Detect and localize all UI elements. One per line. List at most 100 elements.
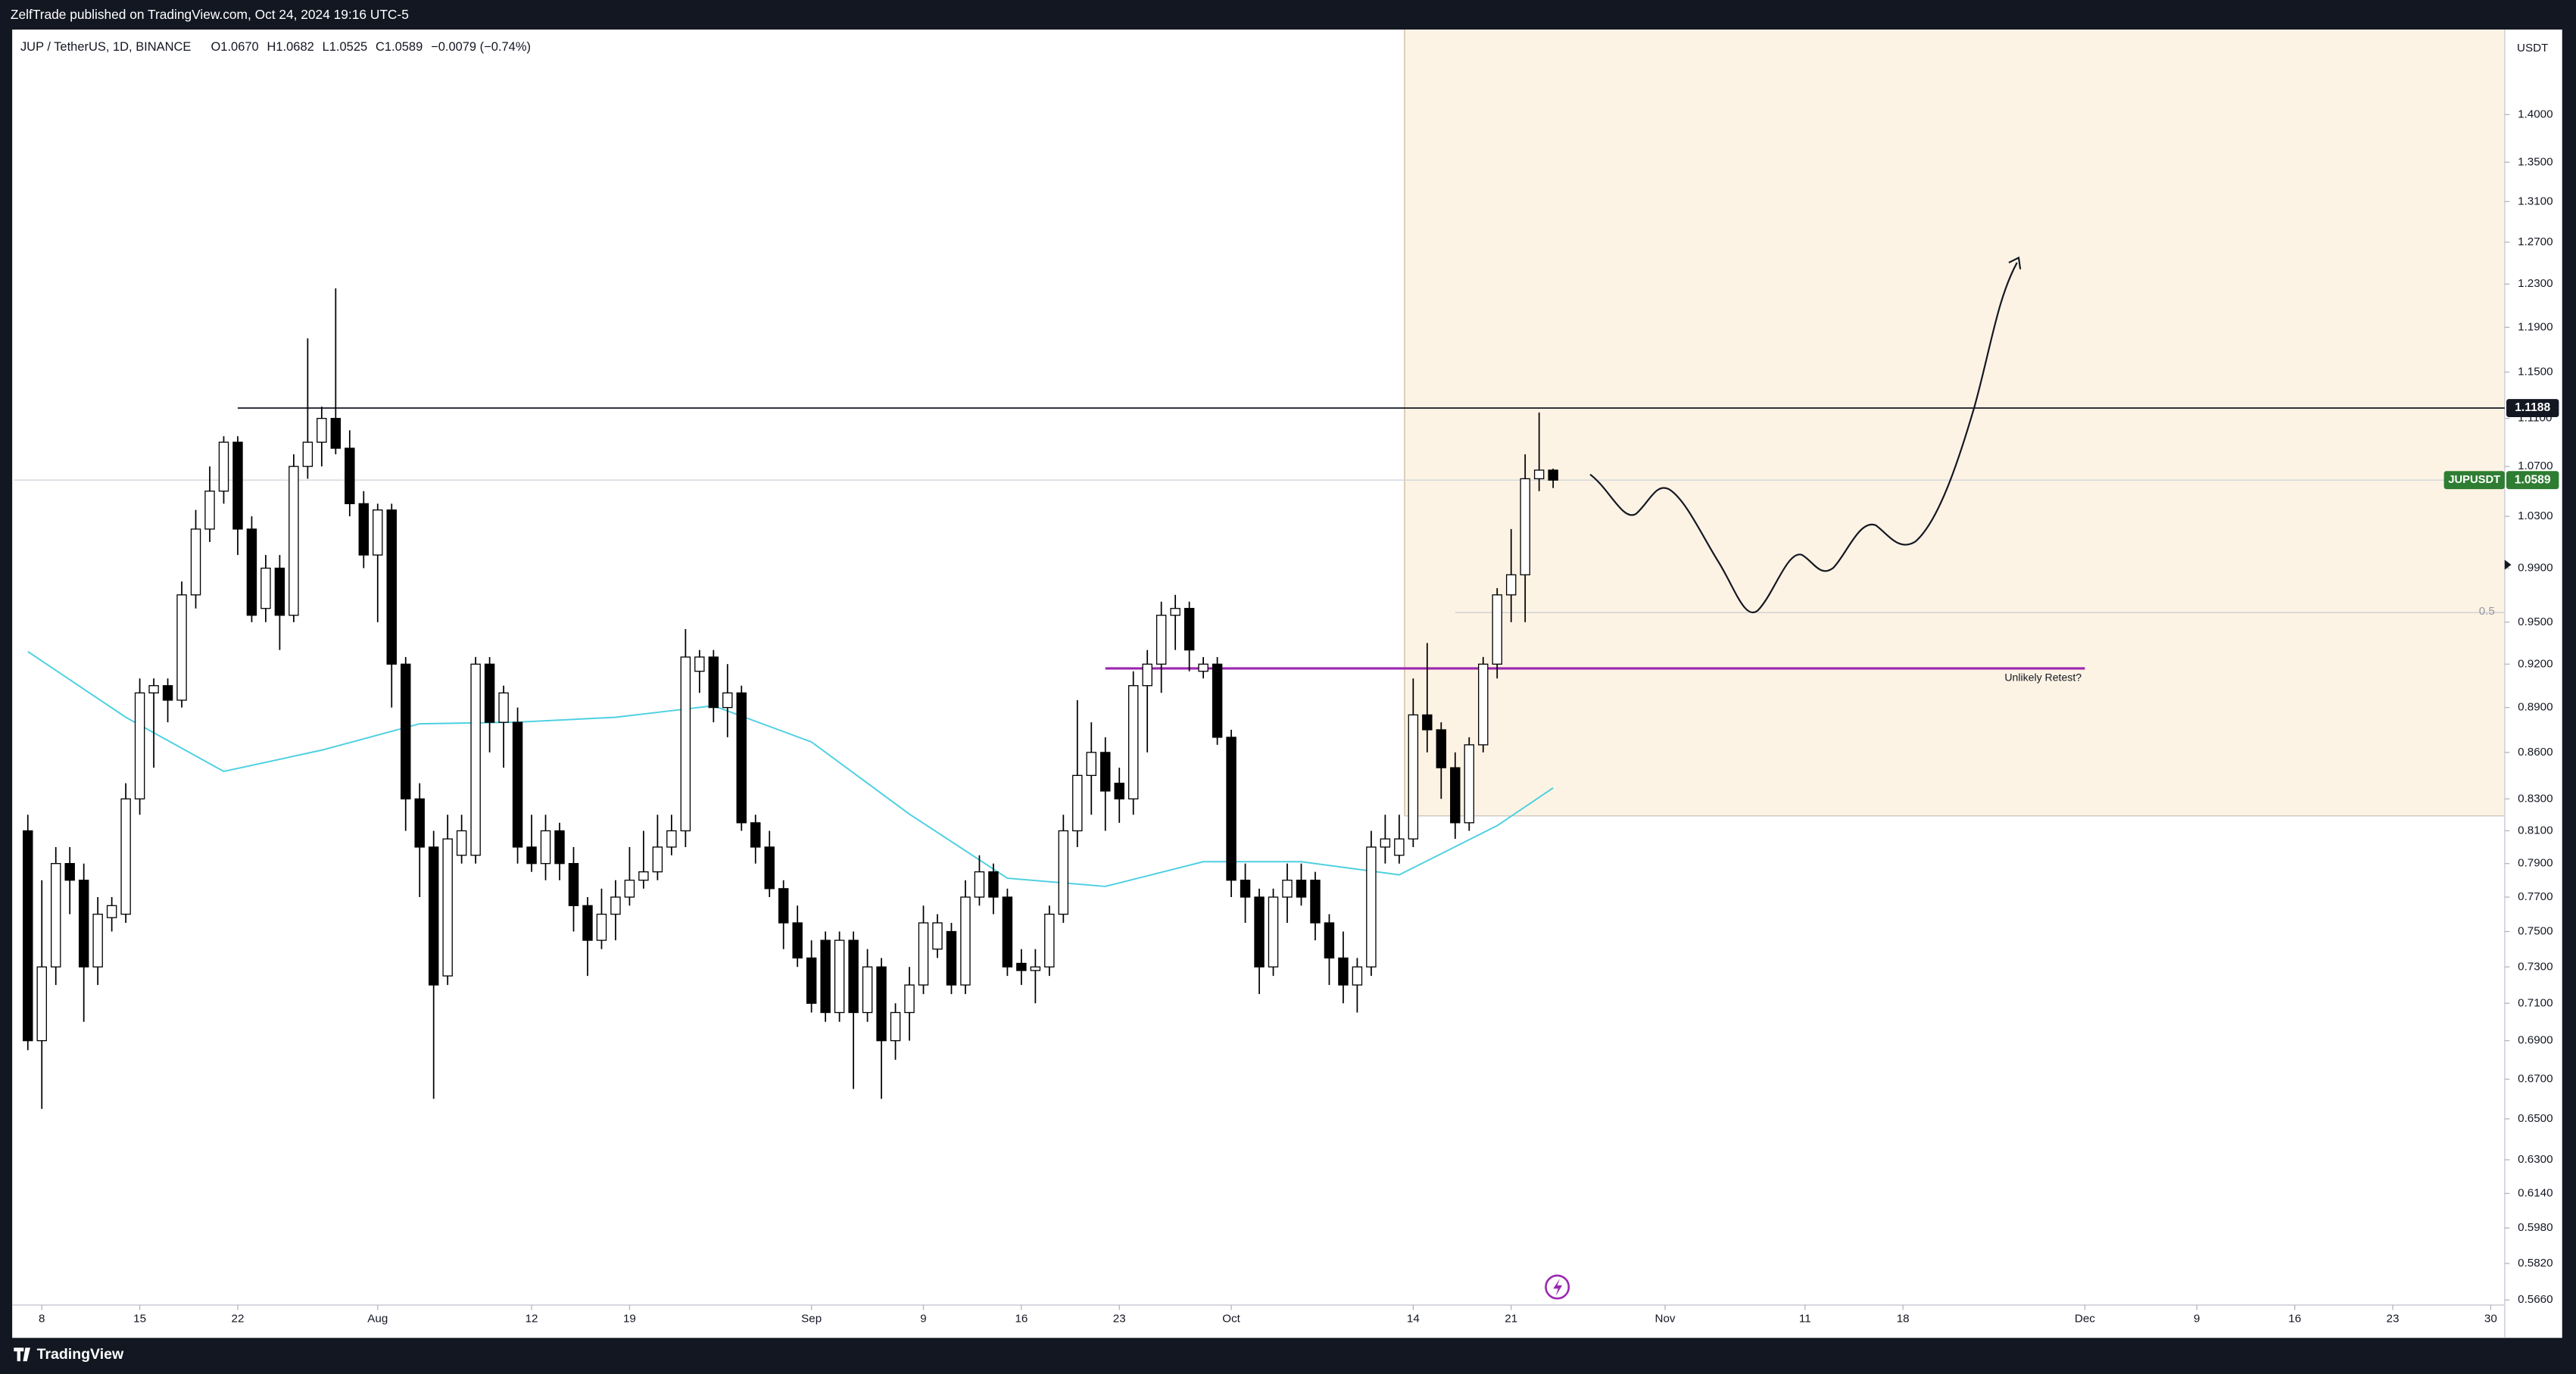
- candle-body: [862, 966, 873, 1014]
- x-tick-label: Oct: [1222, 1312, 1240, 1325]
- candle-body: [1044, 913, 1055, 967]
- y-tick-label: 1.2300: [2518, 277, 2553, 290]
- y-tick-label: 0.9900: [2518, 562, 2553, 575]
- y-tick-label: 0.6500: [2518, 1112, 2553, 1125]
- candle-body: [1394, 838, 1405, 856]
- candle-body: [680, 656, 691, 832]
- tradingview-logo: [14, 1348, 30, 1362]
- candle-body: [1408, 714, 1419, 840]
- y-tick-label: 1.2700: [2518, 235, 2553, 248]
- candle-body: [232, 441, 243, 530]
- candle-body: [401, 663, 411, 799]
- candle-body: [1505, 574, 1517, 596]
- candle-body: [162, 685, 173, 701]
- y-tick-label: 1.1500: [2518, 365, 2553, 378]
- ohlc-value: H1.0682: [267, 40, 314, 54]
- candle-body: [582, 905, 593, 941]
- x-tick-label: 16: [2288, 1312, 2301, 1325]
- x-tick-label: 11: [1799, 1312, 1811, 1325]
- candle-body: [834, 939, 845, 1014]
- candle-body: [1226, 737, 1237, 881]
- candle-body: [1492, 594, 1502, 665]
- candle-body: [190, 528, 201, 596]
- candle-body: [274, 567, 285, 616]
- candle-body: [302, 441, 313, 467]
- candle-body: [330, 418, 341, 449]
- y-tick-label: 0.6300: [2518, 1153, 2553, 1166]
- candle-body: [148, 685, 159, 693]
- projection-curve: [1589, 262, 2018, 613]
- y-tick-label: 1.1900: [2518, 320, 2553, 333]
- candle-body: [960, 896, 971, 986]
- x-tick-label: 19: [623, 1312, 636, 1325]
- candle-body: [498, 692, 509, 723]
- y-tick-label: 1.3100: [2518, 195, 2553, 207]
- candle-body: [1366, 846, 1377, 967]
- candle-body: [1170, 608, 1180, 616]
- candle-body: [1086, 752, 1097, 776]
- candle-body: [1520, 478, 1530, 575]
- alert-bolt: [1553, 1279, 1563, 1296]
- x-tick-label: 18: [1897, 1312, 1910, 1325]
- candle-body: [317, 418, 327, 443]
- candle-body: [64, 863, 75, 881]
- x-tick-label: Dec: [2075, 1312, 2095, 1325]
- candle-body: [876, 966, 887, 1042]
- y-tick-label: 0.5980: [2518, 1221, 2553, 1234]
- candle-body: [50, 863, 61, 967]
- moving-average: [27, 650, 1554, 887]
- candle-body: [792, 922, 803, 959]
- candle-body: [288, 466, 299, 616]
- level-note: 0.5: [2479, 605, 2495, 618]
- candle-body: [218, 441, 229, 492]
- candle-body: [974, 871, 985, 898]
- ohlc-legend: O1.0670 H1.0682 L1.0525 C1.0589 −0.0079 (−0.…: [211, 40, 530, 54]
- x-tick-label: Sep: [801, 1312, 822, 1325]
- publisher-header: ZelfTrade published on TradingView.com, …: [11, 7, 409, 22]
- candle-body: [1072, 774, 1083, 832]
- y-tick-label: 0.7500: [2518, 925, 2553, 938]
- x-tick-label: 14: [1407, 1312, 1420, 1325]
- candle-body: [1548, 469, 1558, 481]
- candle-body: [610, 896, 621, 915]
- ohlc-value: L1.0525: [323, 40, 368, 54]
- candle-body: [1016, 962, 1027, 971]
- x-tick-label: Nov: [1655, 1312, 1676, 1325]
- ohlc-value: O1.0670: [211, 40, 258, 54]
- candle-body: [568, 863, 579, 906]
- candle-body: [890, 1011, 901, 1042]
- x-tick-label: 9: [920, 1312, 926, 1325]
- candle-body: [204, 491, 215, 530]
- candle-body: [1478, 663, 1489, 746]
- candle-body: [428, 846, 439, 986]
- y-tick-label: 1.0300: [2518, 509, 2553, 522]
- candle-body: [1533, 469, 1545, 480]
- candle-body: [512, 721, 523, 848]
- candle-body: [1450, 767, 1461, 824]
- alert-icon[interactable]: [1545, 1274, 1570, 1300]
- candle-body: [904, 984, 915, 1014]
- y-tick-label: 0.9500: [2518, 615, 2553, 628]
- candle-body: [358, 503, 370, 556]
- candle-body: [750, 822, 761, 848]
- candle-body: [946, 930, 957, 986]
- candle-body: [652, 846, 663, 873]
- y-tick-label: 0.8600: [2518, 746, 2553, 759]
- candle-body: [694, 656, 705, 672]
- projection-arrowhead: [2008, 256, 2022, 270]
- x-tick-label: Aug: [367, 1312, 388, 1325]
- y-tick-label: 0.6700: [2518, 1073, 2553, 1086]
- candle-body: [848, 939, 859, 1014]
- candle-body: [23, 830, 33, 1042]
- candle-body: [92, 913, 103, 967]
- candle-body: [373, 509, 383, 556]
- candle-body: [246, 528, 257, 616]
- x-tick-label: 30: [2484, 1312, 2497, 1325]
- candle-body: [456, 830, 467, 856]
- y-tick-label: 0.6140: [2518, 1186, 2553, 1199]
- candle-body: [484, 663, 495, 723]
- x-tick-label: 9: [2194, 1312, 2200, 1325]
- candle-body: [1030, 966, 1041, 971]
- symbol-legend: JUP / TetherUS, 1D, BINANCE: [20, 40, 191, 54]
